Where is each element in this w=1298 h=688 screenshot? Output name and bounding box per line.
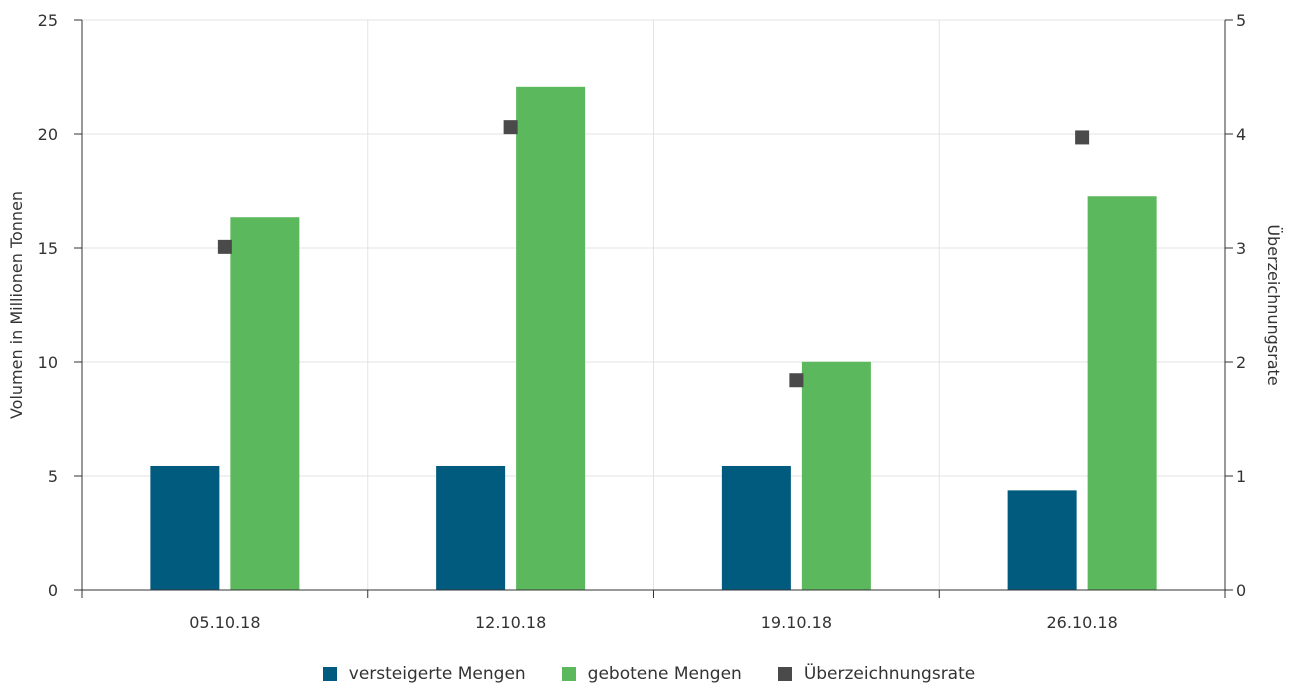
- rate-marker: [217, 239, 232, 254]
- rate-marker: [1075, 130, 1090, 145]
- legend-item-rate: Überzeichnungsrate: [777, 664, 976, 684]
- y-tick-label: 15: [38, 239, 58, 258]
- bar-gebotene: [516, 86, 586, 590]
- y-tick-label: 5: [48, 467, 58, 486]
- rate-markers: [217, 120, 1090, 388]
- y2-tick-label: 0: [1236, 581, 1246, 600]
- legend-label-rate: Überzeichnungsrate: [803, 664, 976, 684]
- y-tick-label: 10: [38, 353, 58, 372]
- y2-tick-label: 3: [1236, 239, 1246, 258]
- y2-tick-label: 2: [1236, 353, 1246, 372]
- bars: [150, 86, 1157, 590]
- bar-gebotene: [801, 361, 871, 590]
- legend-label-gebotene: gebotene Mengen: [587, 664, 742, 684]
- legend-swatch-versteigerte: [322, 667, 337, 681]
- y2-tick-label: 4: [1236, 125, 1246, 144]
- legend: versteigerte Mengen gebotene Mengen Über…: [0, 662, 1298, 686]
- legend-swatch-gebotene: [561, 667, 576, 681]
- legend-label-versteigerte: versteigerte Mengen: [348, 664, 526, 684]
- bar-gebotene: [230, 217, 300, 590]
- axes: 0 5 10 15 20 25 0 1 2 3 4 5 05.10.18 12.10.18 19.10.18…: [38, 11, 1247, 632]
- x-tick-label: 12.10.18: [475, 613, 546, 632]
- legend-item-versteigerte: versteigerte Mengen: [322, 664, 526, 684]
- y-tick-label: 20: [38, 125, 58, 144]
- bar-versteigerte: [436, 465, 506, 590]
- x-tick-label: 19.10.18: [761, 613, 832, 632]
- bar-versteigerte: [150, 465, 220, 590]
- bar-versteigerte: [721, 465, 791, 590]
- legend-swatch-rate: [777, 667, 792, 681]
- x-tick-label: 26.10.18: [1047, 613, 1118, 632]
- rate-marker: [503, 120, 518, 135]
- y2-tick-label: 5: [1236, 11, 1246, 30]
- x-tick-label: 05.10.18: [189, 613, 260, 632]
- y-axis-title: Volumen in Millionen Tonnen: [7, 191, 26, 419]
- rate-marker: [789, 373, 804, 388]
- y2-axis-title: Überzeichnungsrate: [1264, 224, 1283, 385]
- y2-tick-label: 1: [1236, 467, 1246, 486]
- bar-gebotene: [1087, 196, 1157, 590]
- y-tick-label: 25: [38, 11, 58, 30]
- legend-item-gebotene: gebotene Mengen: [561, 664, 742, 684]
- bar-versteigerte: [1007, 490, 1077, 590]
- y-tick-label: 0: [48, 581, 58, 600]
